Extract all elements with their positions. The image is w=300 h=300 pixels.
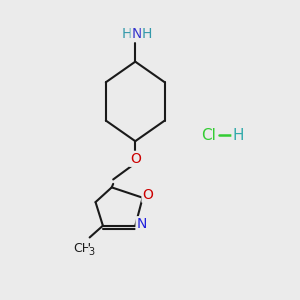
Text: N: N xyxy=(136,217,147,231)
Text: Cl: Cl xyxy=(202,128,216,143)
Text: N: N xyxy=(132,27,142,41)
Text: O: O xyxy=(142,188,153,202)
Text: 3: 3 xyxy=(88,247,94,256)
Text: CH: CH xyxy=(73,242,91,255)
Text: O: O xyxy=(130,152,141,166)
Text: H: H xyxy=(121,27,132,41)
Text: H: H xyxy=(232,128,244,143)
Text: H: H xyxy=(142,27,152,41)
